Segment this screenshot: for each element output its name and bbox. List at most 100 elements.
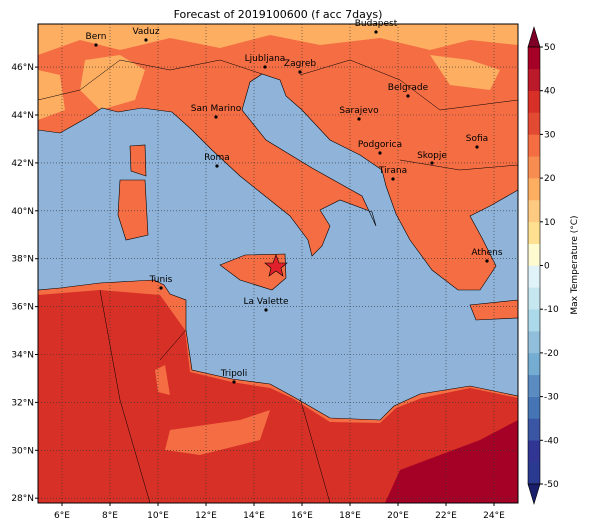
map-title: Forecast of 2019100600 (f acc 7days) [174, 8, 383, 21]
colorbar-under [527, 483, 541, 506]
x-tick-label: 16°E [291, 511, 313, 521]
city-dot [298, 70, 302, 74]
y-tick-label: 42°N [11, 159, 34, 169]
y-tick-label: 36°N [11, 303, 34, 313]
city-label: Zagreb [284, 59, 316, 69]
colorbar-tick-label: 20 [544, 174, 556, 184]
city-label: Tripoli [220, 369, 248, 379]
city-label: Sarajevo [339, 106, 379, 116]
y-tick-label: 46°N [11, 63, 34, 73]
colorbar-tick-label: -30 [544, 393, 559, 403]
warm-patch [155, 365, 270, 455]
colorbar-tick-label: -20 [544, 349, 559, 359]
city-label: Roma [204, 153, 230, 163]
colorbar-band [528, 374, 540, 397]
cities: Bern Vaduz Budapest Ljubljana Zagreb Bel… [86, 19, 503, 384]
city-dot [357, 117, 361, 121]
city-label: Bern [86, 32, 107, 42]
city-dot [406, 94, 410, 98]
city-label: Belgrade [388, 83, 429, 93]
city-label: Ljubljana [245, 54, 286, 64]
corsica [129, 144, 147, 177]
map-frame [37, 23, 519, 504]
city-dot [215, 164, 219, 168]
city-label: San Marino [191, 104, 242, 114]
grid [38, 24, 518, 503]
colorbar-band [528, 221, 540, 244]
colorbar-over [527, 25, 541, 48]
city-dot [94, 43, 98, 47]
y-tick-label: 32°N [11, 398, 34, 408]
colorbar-band [528, 199, 540, 223]
colorbar-tick-label: 0 [544, 262, 550, 272]
city-dot [144, 38, 148, 42]
city-dot [374, 30, 378, 34]
colorbar-band [528, 90, 540, 113]
colorbar-band [528, 287, 540, 310]
city-dot [159, 286, 163, 290]
colorbar-band [528, 462, 540, 485]
city-dot [378, 151, 382, 155]
colorbar-band [528, 440, 540, 463]
x-tick-label: 22°E [435, 511, 457, 521]
y-tick-label: 30°N [11, 446, 34, 456]
colorbar-tick-label: -50 [544, 480, 559, 490]
city-label: Tunis [149, 275, 173, 285]
warm-patch [38, 55, 500, 120]
x-tick-label: 6°E [54, 511, 70, 521]
y-tick-label: 38°N [11, 255, 34, 265]
map-area [37, 23, 519, 504]
city-label: Tirana [378, 166, 407, 176]
y-tick-label: 40°N [11, 207, 34, 217]
colorbar-band [528, 265, 540, 288]
city-dot [475, 145, 479, 149]
borders [37, 59, 519, 504]
x-tick-label: 10°E [147, 511, 169, 521]
hot-region [38, 290, 518, 503]
city-dot [264, 308, 268, 312]
city-label: Podgorica [358, 140, 402, 150]
colorbar-band [528, 352, 540, 376]
colorbar-band [528, 47, 540, 70]
colorbar-band [528, 309, 540, 332]
colorbar-band [528, 112, 540, 135]
colorbar-tick-label: 10 [544, 218, 556, 228]
city-dot [214, 115, 218, 119]
city-dot [263, 65, 267, 69]
colorbar-band [528, 243, 540, 266]
x-tick-label: 18°E [339, 511, 361, 521]
colorbar-tick-label: -40 [544, 436, 559, 446]
colorbar-band [528, 156, 540, 179]
x-tick-label: 20°E [387, 511, 409, 521]
city-label: Athens [471, 248, 502, 258]
colorbar-band [528, 68, 540, 91]
colorbar-tick-label: 40 [544, 87, 556, 97]
hottest-region [385, 420, 518, 503]
colorbar-band [528, 418, 540, 441]
colorbar-tick-label: -10 [544, 305, 559, 315]
x-tick-label: 8°E [102, 511, 118, 521]
city-label: La Valette [244, 297, 289, 307]
city-dot [430, 161, 434, 165]
city-label: Vaduz [132, 27, 159, 37]
city-dot [391, 177, 395, 181]
colorbar: -50 -40 -30 -20 -10 0 10 20 30 40 50 [527, 25, 559, 506]
x-tick-label: 14°E [243, 511, 265, 521]
y-tick-label: 44°N [11, 111, 34, 121]
city-dot [485, 259, 489, 263]
y-tick-label: 28°N [11, 494, 34, 504]
colorbar-tick-label: 50 [544, 43, 556, 53]
city-dot [232, 380, 236, 384]
colorbar-tick-label: 30 [544, 130, 556, 140]
sardinia [117, 179, 149, 241]
colorbar-band [528, 331, 540, 354]
colorbar-label: Max Temperature (°C) [570, 215, 580, 314]
star-marker [264, 254, 288, 277]
city-label: Skopje [417, 151, 447, 161]
warm-patch [38, 24, 518, 55]
x-tick-label: 24°E [483, 511, 505, 521]
city-label: Sofia [466, 134, 488, 144]
colorbar-band [528, 178, 540, 201]
y-tick-label: 34°N [11, 351, 34, 361]
